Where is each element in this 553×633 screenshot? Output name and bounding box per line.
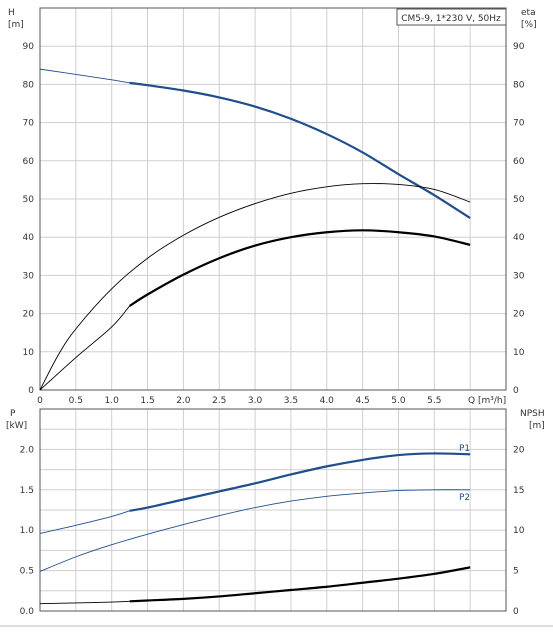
top-y-tick-labels: 0 0 10 10 20 20 30 30 40 40 50 50 60 60 70 70 80 80 90 90 — [23, 42, 525, 396]
top-x-tick-label: 3.0 — [248, 396, 263, 406]
top-curves — [39, 68, 471, 391]
top-plot-frame — [39, 7, 507, 391]
top-x-tick-label: 5.0 — [391, 396, 406, 406]
efficiency-bold-curve-thin — [39, 305, 130, 391]
top-left-tick-label: 20 — [23, 310, 35, 320]
bottom-right-axis-unit: [m] — [529, 421, 545, 431]
bottom-plot-frame — [39, 408, 507, 612]
top-x-tick-label: 1.0 — [105, 396, 120, 406]
npsh-curve-bold — [129, 566, 471, 603]
bottom-left-tick-label: 1.0 — [20, 526, 35, 536]
top-left-tick-label: 60 — [23, 157, 35, 167]
top-left-tick-label: 10 — [23, 348, 35, 358]
top-right-tick-label: 50 — [513, 195, 525, 205]
top-x-axis-label: Q [m³/h] — [468, 396, 506, 406]
top-grid — [40, 7, 506, 390]
top-right-tick-label: 80 — [513, 80, 525, 90]
top-right-tick-label: 0 — [513, 386, 519, 396]
top-x-tick-label: 5.5 — [427, 396, 441, 406]
bottom-right-tick-label: 0 — [513, 607, 519, 617]
top-right-tick-label: 60 — [513, 157, 525, 167]
bottom-right-tick-label: 5 — [513, 567, 519, 577]
top-x-tick-label: 0.5 — [69, 396, 83, 406]
bottom-right-tick-label: 20 — [513, 445, 525, 455]
bottom-left-axis-unit: [kW] — [6, 421, 27, 431]
bottom-grid — [40, 408, 506, 611]
top-x-tick-label: 2.0 — [176, 396, 191, 406]
chart-title-box — [396, 8, 507, 26]
bottom-left-tick-label: 0.0 — [20, 607, 35, 617]
top-left-axis-label: H — [8, 8, 15, 18]
bottom-right-tick-label: 10 — [513, 526, 525, 536]
power-npsh-panel: 0.0 00.5 51.0 101.5 152.0 20 P [kW] NPSH [m] … — [6, 408, 545, 617]
p1-curve-thin — [39, 510, 130, 534]
top-x-tick-label: 3.5 — [284, 396, 298, 406]
top-left-tick-label: 50 — [23, 195, 35, 205]
top-right-tick-label: 10 — [513, 348, 525, 358]
series-label-p1: P1 — [459, 444, 470, 454]
bottom-left-tick-label: 2.0 — [20, 445, 35, 455]
p2-curve-thin — [39, 489, 471, 572]
top-left-tick-label: 30 — [23, 271, 35, 281]
bottom-left-axis-label: P — [10, 409, 16, 419]
top-left-tick-label: 70 — [23, 119, 35, 129]
top-x-tick-label: 4.0 — [320, 396, 335, 406]
chart-title: CM5-9, 1*230 V, 50Hz — [401, 14, 501, 24]
top-right-axis-unit: [%] — [521, 20, 537, 30]
top-x-tick-labels: 0 0.5 1.0 1.5 2.0 2.5 3.0 3.5 4.0 4.5 5.0 5.5 — [37, 396, 441, 406]
top-left-tick-label: 40 — [23, 233, 35, 243]
bottom-curves — [39, 452, 471, 605]
efficiency-thin-curve-thin — [39, 183, 471, 391]
top-right-tick-label: 20 — [513, 310, 525, 320]
top-right-axis-label: eta — [521, 8, 536, 18]
bottom-right-axis-label: NPSH — [520, 409, 545, 419]
bottom-right-tick-label: 15 — [513, 486, 524, 496]
top-right-tick-label: 40 — [513, 233, 525, 243]
top-x-tick-label: 1.5 — [140, 396, 154, 406]
top-x-tick-label: 0 — [37, 396, 43, 406]
efficiency-bold-curve-bold — [129, 229, 471, 307]
top-right-tick-label: 90 — [513, 42, 525, 52]
p1-curve-bold — [129, 452, 471, 512]
top-x-tick-label: 4.5 — [355, 396, 369, 406]
head-curve-thin — [39, 68, 130, 84]
bottom-left-tick-label: 0.5 — [20, 567, 34, 577]
top-right-tick-label: 30 — [513, 271, 525, 281]
top-x-tick-label: 2.5 — [212, 396, 226, 406]
bottom-left-tick-label: 1.5 — [20, 486, 34, 496]
npsh-curve-thin — [39, 600, 130, 605]
top-left-axis-unit: [m] — [8, 20, 24, 30]
top-left-tick-label: 80 — [23, 80, 35, 90]
head-curve-bold — [129, 81, 471, 220]
bottom-y-tick-labels: 0.0 0 0.5 5 1.0 10 1.5 15 2.0 20 — [20, 445, 525, 617]
series-label-p2: P2 — [459, 493, 470, 503]
top-left-tick-label: 90 — [23, 42, 35, 52]
top-right-tick-label: 70 — [513, 119, 525, 129]
top-left-tick-label: 0 — [28, 386, 34, 396]
